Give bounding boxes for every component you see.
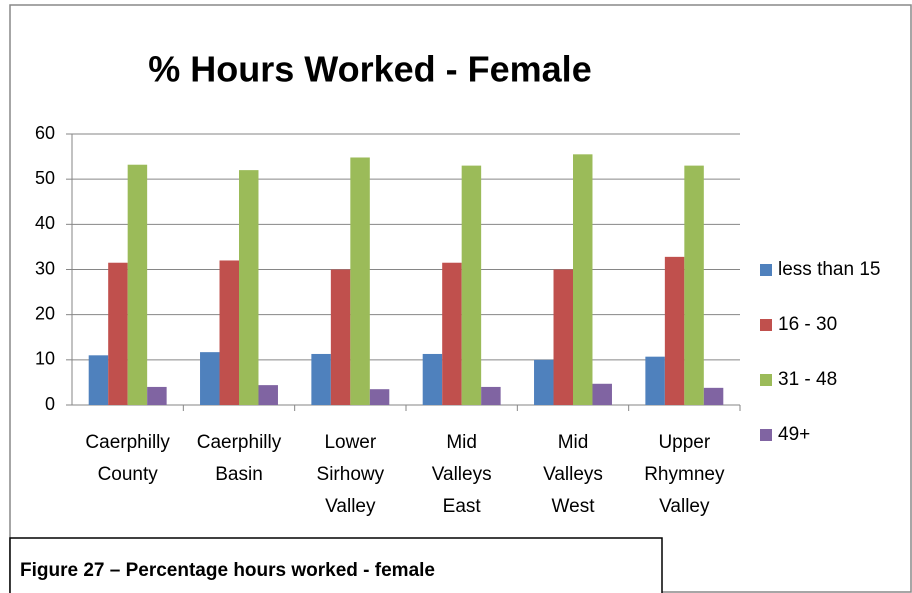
legend-label: 16 - 30 <box>778 314 837 335</box>
x-tick-label: Mid Valleys East <box>432 432 492 517</box>
legend-label: 49+ <box>778 424 810 445</box>
y-tick-label: 0 <box>45 394 55 414</box>
bar <box>147 386 167 405</box>
y-tick-label: 60 <box>35 123 55 143</box>
bar <box>311 353 331 405</box>
y-tick-label: 50 <box>35 168 55 188</box>
legend-swatch <box>760 429 772 441</box>
bar <box>88 355 109 405</box>
bar <box>219 260 239 405</box>
legend-label: 31 - 48 <box>778 369 837 390</box>
bar <box>108 262 128 405</box>
bar <box>534 359 554 405</box>
chart-title: % Hours Worked - Female <box>148 49 591 90</box>
bar <box>350 157 370 405</box>
x-tick-label: Caerphilly Basin <box>197 432 282 485</box>
y-tick-label: 30 <box>35 258 55 278</box>
bar <box>239 170 259 405</box>
bar <box>422 353 443 405</box>
bar <box>664 256 685 405</box>
caption-box <box>9 537 663 593</box>
caption: Figure 27 – Percentage hours worked - fe… <box>20 560 435 581</box>
bar <box>461 165 482 405</box>
y-tick-label: 10 <box>35 349 55 369</box>
x-tick-label: Mid Valleys West <box>543 432 603 517</box>
bar <box>684 165 704 405</box>
legend-label: less than 15 <box>778 259 880 280</box>
bar <box>258 385 278 405</box>
bar <box>330 269 351 405</box>
bar <box>127 164 148 405</box>
bar <box>442 262 462 405</box>
bar <box>553 269 573 405</box>
x-tick-label: Upper Rhymney Valley <box>644 432 725 517</box>
bar <box>200 352 220 405</box>
bar <box>369 389 390 405</box>
bar <box>703 387 724 405</box>
bar <box>481 386 501 405</box>
bar <box>645 356 665 405</box>
legend-swatch <box>760 264 772 276</box>
bar <box>573 154 593 405</box>
x-tick-label: Lower Sirhowy Valley <box>317 432 385 517</box>
y-tick-label: 20 <box>35 303 55 323</box>
bar <box>592 383 612 405</box>
x-tick-label: Caerphilly County <box>85 432 170 485</box>
legend-swatch <box>760 319 772 331</box>
y-tick-label: 40 <box>35 213 55 233</box>
legend-swatch <box>760 374 772 386</box>
